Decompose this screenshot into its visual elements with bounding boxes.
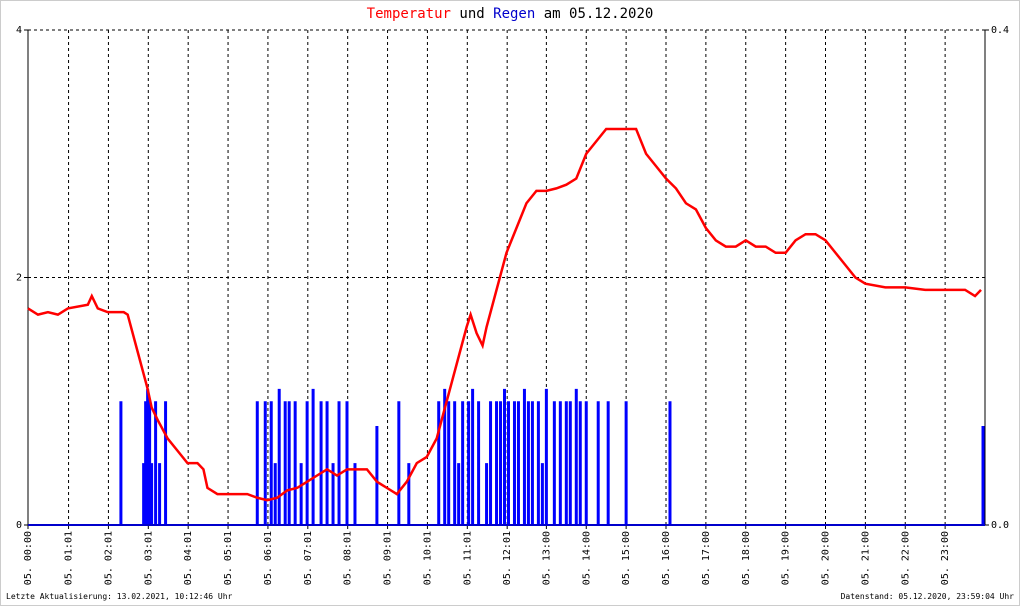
x-tick-label: 05. 04:01	[183, 531, 194, 585]
temperature-line	[27, 127, 982, 502]
x-tick-label: 05. 15:00	[621, 531, 632, 585]
x-tick-label: 05. 11:01	[462, 531, 473, 585]
x-tick-label: 05. 09:01	[383, 531, 394, 585]
x-tick-label: 05. 00:00	[23, 531, 34, 585]
x-tick-label: 05. 18:00	[741, 531, 752, 585]
x-tick-label: 05. 13:00	[541, 531, 552, 585]
x-tick-label: 05. 01:01	[64, 531, 75, 585]
y-tick-label: 4	[16, 25, 22, 36]
y-tick-label: 0	[16, 520, 22, 531]
title-part: am 05.12.2020	[544, 6, 654, 22]
footer-left: Letzte Aktualisierung: 13.02.2021, 10:12…	[6, 592, 233, 601]
footer-right: Datenstand: 05.12.2020, 23:59:04 Uhr	[841, 592, 1015, 601]
x-tick-label: 05. 21:00	[860, 531, 871, 585]
x-tick-label: 05. 08:01	[343, 531, 354, 585]
x-tick-label: 05. 02:01	[103, 531, 114, 585]
y-tick-label: 2	[16, 273, 22, 284]
y2-tick-label: 0.0	[991, 520, 1009, 531]
title-part: und	[459, 6, 484, 22]
x-tick-label: 05. 10:01	[422, 531, 433, 585]
x-tick-label: 05. 05:01	[223, 531, 234, 585]
title-part: Temperatur	[367, 6, 451, 22]
x-tick-label: 05. 12:01	[502, 531, 513, 585]
x-tick-label: 05. 22:00	[900, 531, 911, 585]
x-tick-label: 05. 07:01	[303, 531, 314, 585]
title-part: Regen	[493, 6, 535, 22]
x-tick-label: 05. 03:01	[143, 531, 154, 585]
x-tick-label: 05. 17:00	[701, 531, 712, 585]
x-tick-label: 05. 19:00	[781, 531, 792, 585]
x-tick-label: 05. 20:00	[821, 531, 832, 585]
chart-title: Temperatur und Regen am 05.12.2020	[367, 6, 654, 22]
x-tick-label: 05. 23:00	[940, 531, 951, 585]
x-tick-label: 05. 14:00	[581, 531, 592, 585]
x-tick-label: 05. 06:01	[263, 531, 274, 585]
x-tick-label: 05. 16:00	[661, 531, 672, 585]
y2-tick-label: 0.4	[991, 25, 1009, 36]
